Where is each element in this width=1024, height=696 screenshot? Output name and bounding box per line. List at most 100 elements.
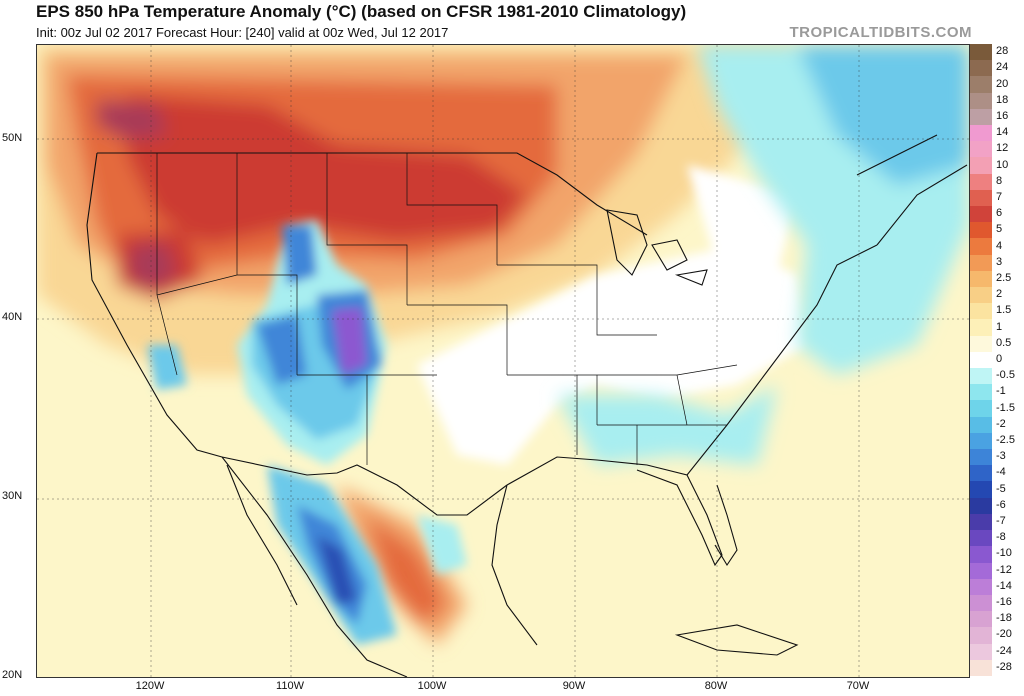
colorbar-tick-label: 0 — [996, 353, 1003, 365]
colorbar-swatch — [970, 335, 992, 352]
colorbar-swatch — [970, 368, 992, 385]
colorbar-swatch — [970, 578, 992, 595]
colorbar-swatch — [970, 76, 992, 93]
graticule — [37, 45, 969, 677]
mexico-pacific-coast — [221, 456, 408, 677]
colorbar-swatch — [970, 513, 992, 531]
colorbar-tick-label: -20 — [996, 628, 1012, 641]
colorbar-swatch — [970, 384, 992, 401]
lon-label-70w: 70W — [846, 680, 870, 692]
colorbar-tick-label: 10 — [996, 158, 1009, 171]
colorbar-tick-label: -7 — [996, 515, 1006, 528]
brand-watermark[interactable]: TROPICALTIDBITS.COM — [789, 24, 972, 41]
colorbar-tick-label: 3 — [996, 255, 1003, 268]
colorbar-swatch — [970, 108, 992, 126]
colorbar-swatch — [970, 189, 992, 207]
colorbar-tick-label: -2.5 — [996, 434, 1015, 447]
colorbar-swatch — [970, 481, 992, 498]
colorbar-swatch — [970, 497, 992, 514]
colorbar-swatch — [970, 659, 992, 676]
lat-label-20n: 20N — [2, 669, 23, 681]
colorbar-tick-label: -6 — [996, 498, 1006, 511]
map-title: EPS 850 hPa Temperature Anomaly (°C) (ba… — [36, 2, 687, 21]
colorbar-swatch — [970, 238, 992, 255]
forecast-subtitle: Init: 00z Jul 02 2017 Forecast Hour: [24… — [36, 25, 449, 40]
colorbar-tick-label: -1.5 — [996, 401, 1015, 414]
colorbar-tick-label: -0.5 — [996, 369, 1015, 382]
gulf-coast-outline — [506, 456, 723, 567]
colorbar-tick-label: -5 — [996, 482, 1006, 495]
political-boundaries — [86, 134, 968, 677]
colorbar-swatch — [970, 319, 992, 336]
colorbar-tick-label: -1 — [996, 385, 1006, 398]
map-canvas — [37, 45, 969, 677]
colorbar-swatch — [970, 222, 992, 239]
colorbar-tick-label: 7 — [996, 190, 1003, 203]
colorbar-tick-label: -14 — [996, 579, 1012, 592]
colorbar-swatch — [970, 530, 992, 547]
lon-label-120w: 120W — [135, 680, 165, 692]
warm-anomaly-region — [37, 45, 797, 645]
colorbar-tick-label: 16 — [996, 109, 1009, 122]
colorbar-tick-label: 28 — [996, 45, 1009, 58]
colorbar-swatch — [970, 562, 992, 579]
lon-label-90w: 90W — [562, 680, 586, 692]
colorbar-swatch — [970, 351, 992, 369]
colorbar-swatch — [970, 416, 992, 433]
colorbar-tick-label: 20 — [996, 77, 1009, 90]
mexico-gulf-coast — [491, 484, 538, 646]
lat-label-50n: 50N — [2, 132, 23, 144]
us-mexico-border — [221, 456, 508, 516]
baja-peninsula — [226, 464, 298, 606]
colorbar-swatch — [970, 303, 992, 320]
colorbar-tick-label: 14 — [996, 126, 1009, 139]
colorbar-tick-label: -10 — [996, 547, 1012, 560]
colorbar-tick-label: 1 — [996, 320, 1003, 333]
colorbar-tick-label: 2.5 — [996, 271, 1012, 284]
colorbar-swatch — [970, 173, 992, 190]
anomaly-map[interactable] — [36, 44, 970, 678]
colorbar-swatch — [970, 206, 992, 223]
colorbar-tick-label: -24 — [996, 644, 1012, 657]
colorbar-swatch — [970, 611, 992, 628]
rockies-cool-region — [147, 220, 467, 645]
lon-label-80w: 80W — [704, 680, 728, 692]
colorbar-tick-label: -16 — [996, 596, 1012, 609]
colorbar-tick-label: 8 — [996, 174, 1003, 187]
colorbar-swatch — [970, 60, 992, 77]
colorbar-swatch — [970, 287, 992, 304]
colorbar-swatch — [970, 254, 992, 271]
lat-label-30n: 30N — [2, 490, 23, 502]
colorbar-swatch — [970, 465, 992, 482]
colorbar-swatch — [970, 125, 992, 142]
west-coast-outline — [86, 152, 223, 458]
colorbar-tick-label: 6 — [996, 207, 1003, 220]
colorbar-tick-label: -12 — [996, 563, 1012, 576]
colorbar-tick-label: 24 — [996, 61, 1009, 74]
colorbar-swatch — [970, 627, 992, 644]
colorbar-swatch — [970, 270, 992, 288]
colorbar-swatch — [970, 44, 992, 61]
state-lines — [156, 153, 738, 465]
lat-label-40n: 40N — [2, 311, 23, 323]
colorbar-tick-label: 18 — [996, 93, 1009, 106]
colorbar-swatch — [970, 157, 992, 174]
colorbar-swatch — [970, 643, 992, 660]
colorbar-swatch — [970, 92, 992, 109]
colorbar-tick-label: -3 — [996, 450, 1006, 463]
colorbar-tick-label: 0.5 — [996, 336, 1012, 349]
lon-label-110w: 110W — [276, 680, 304, 692]
colorbar-tick-label: 12 — [996, 142, 1009, 155]
colorbar-swatch — [970, 546, 992, 563]
colorbar-swatch — [970, 141, 992, 158]
canada-maritimes — [856, 134, 968, 246]
colorbar-tick-label: -8 — [996, 531, 1006, 544]
colorbar-swatch — [970, 449, 992, 466]
colorbar-tick-label: 5 — [996, 223, 1003, 236]
colorbar-tick-label: 4 — [996, 239, 1003, 252]
cuba-outline — [674, 624, 799, 656]
colorbar — [970, 44, 992, 676]
us-canada-border — [97, 152, 648, 236]
colorbar-tick-label: 1.5 — [996, 304, 1012, 317]
colorbar-tick-label: -18 — [996, 612, 1012, 625]
